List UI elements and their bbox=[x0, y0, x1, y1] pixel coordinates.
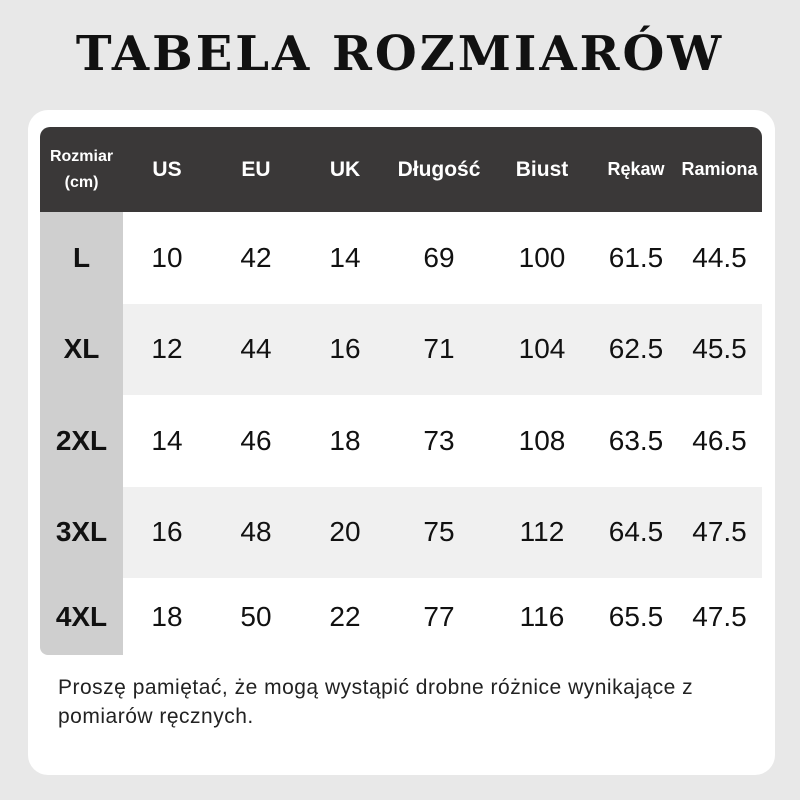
table-cell: 116 bbox=[519, 600, 565, 632]
column-header: US bbox=[152, 157, 182, 181]
table-row: 3XL 16 48 20 75 112 64.5 47.5 bbox=[40, 486, 762, 578]
table-cell: 77 bbox=[423, 600, 455, 632]
table-row: XL 12 44 16 71 104 62.5 45.5 bbox=[40, 303, 762, 395]
column-header: UK bbox=[329, 157, 361, 181]
size-label: 3XL bbox=[40, 486, 123, 578]
table-cell: 12 bbox=[151, 333, 183, 365]
size-label: L bbox=[40, 212, 123, 304]
size-label: 2XL bbox=[40, 395, 123, 487]
size-table: Rozmiar (cm) US EU UK Długość Biust Rękaw Ramio… bbox=[40, 127, 762, 655]
table-cell: 48 bbox=[240, 516, 272, 548]
column-header: Długość bbox=[397, 157, 481, 181]
size-chart-card bbox=[28, 110, 775, 775]
table-row: L 10 42 14 69 100 61.5 44.5 bbox=[40, 212, 762, 304]
table-cell: 10 bbox=[151, 241, 183, 273]
table-row: 4XL 18 50 22 77 116 65.5 47.5 bbox=[40, 578, 762, 655]
table-cell: 46.5 bbox=[692, 424, 747, 456]
table-cell: 45.5 bbox=[692, 333, 747, 365]
table-cell: 14 bbox=[329, 241, 361, 273]
size-label: XL bbox=[40, 303, 123, 395]
table-cell: 73 bbox=[423, 424, 455, 456]
table-cell: 47.5 bbox=[692, 516, 747, 548]
column-header: Biust bbox=[515, 157, 569, 181]
table-cell: 69 bbox=[423, 241, 455, 273]
table-cell: 42 bbox=[240, 241, 272, 273]
table-cell: 22 bbox=[329, 600, 361, 632]
table-cell: 50 bbox=[240, 600, 272, 632]
table-cell: 108 bbox=[518, 424, 566, 456]
table-cell: 75 bbox=[423, 516, 455, 548]
table-cell: 20 bbox=[329, 516, 361, 548]
column-header: Ramiona bbox=[681, 159, 758, 179]
page-title: TABELA ROZMIARÓW bbox=[75, 26, 725, 82]
table-cell: 61.5 bbox=[608, 241, 664, 273]
column-header: EU bbox=[241, 157, 271, 181]
table-cell: 64.5 bbox=[608, 516, 664, 548]
size-label: 4XL bbox=[40, 578, 123, 655]
table-cell: 65.5 bbox=[608, 600, 664, 632]
table-cell: 16 bbox=[151, 516, 183, 548]
table-row: 2XL 14 46 18 73 108 63.5 46.5 bbox=[40, 395, 762, 487]
measurement-note: Proszę pamiętać, że mogą wystąpić drobne… bbox=[58, 676, 694, 728]
table-cell: 18 bbox=[329, 424, 361, 456]
table-cell: 46 bbox=[240, 424, 272, 456]
table-cell: 14 bbox=[151, 424, 183, 456]
table-cell: 44 bbox=[240, 333, 272, 365]
table-cell: 104 bbox=[518, 333, 566, 365]
table-cell: 100 bbox=[518, 241, 566, 273]
table-cell: 71 bbox=[423, 333, 455, 365]
column-header: Rozmiar (cm) bbox=[49, 147, 114, 191]
table-cell: 63.5 bbox=[608, 424, 664, 456]
table-cell: 16 bbox=[329, 333, 361, 365]
table-header: Rozmiar (cm) US EU UK Długość Biust Rękaw Ramio… bbox=[40, 127, 762, 212]
table-cell: 44.5 bbox=[692, 241, 747, 273]
column-header: Rękaw bbox=[607, 159, 665, 179]
table-cell: 18 bbox=[151, 600, 183, 632]
table-cell: 62.5 bbox=[608, 333, 664, 365]
table-cell: 112 bbox=[519, 516, 565, 548]
table-cell: 47.5 bbox=[692, 600, 747, 632]
